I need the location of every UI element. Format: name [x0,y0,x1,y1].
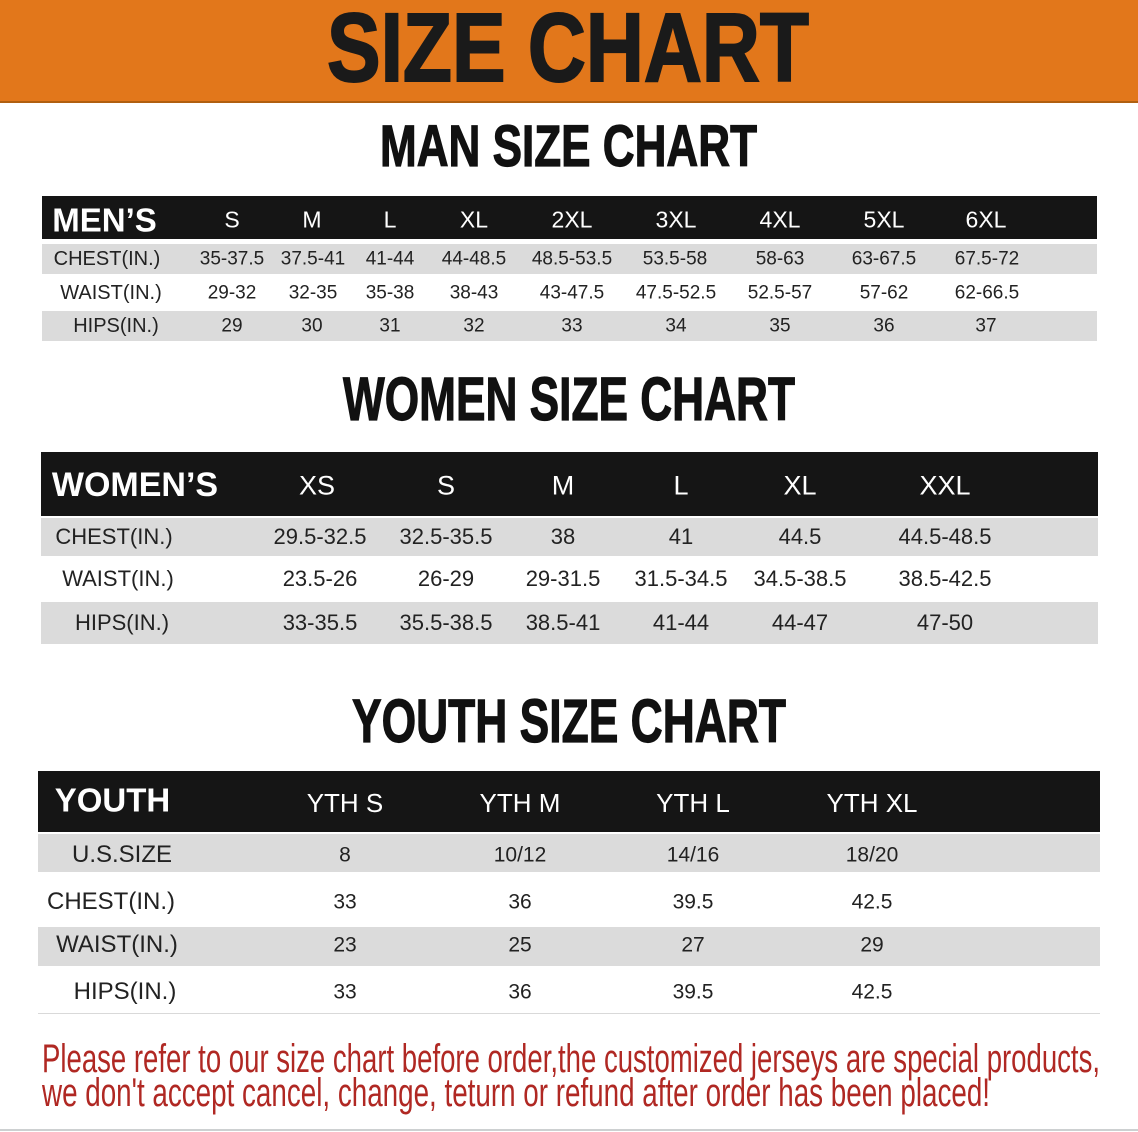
svg-text:SIZE CHART: SIZE CHART [327,0,809,102]
svg-text:Please refer to our size chart: Please refer to our size chart before or… [42,1037,1100,1081]
svg-text:we don't accept cancel, change: we don't accept cancel, change, teturn o… [41,1071,990,1115]
svg-text:YOUTH SIZE CHART: YOUTH SIZE CHART [352,687,786,755]
svg-text:MAN SIZE CHART: MAN SIZE CHART [380,114,757,179]
svg-text:WOMEN SIZE CHART: WOMEN SIZE CHART [343,365,795,433]
